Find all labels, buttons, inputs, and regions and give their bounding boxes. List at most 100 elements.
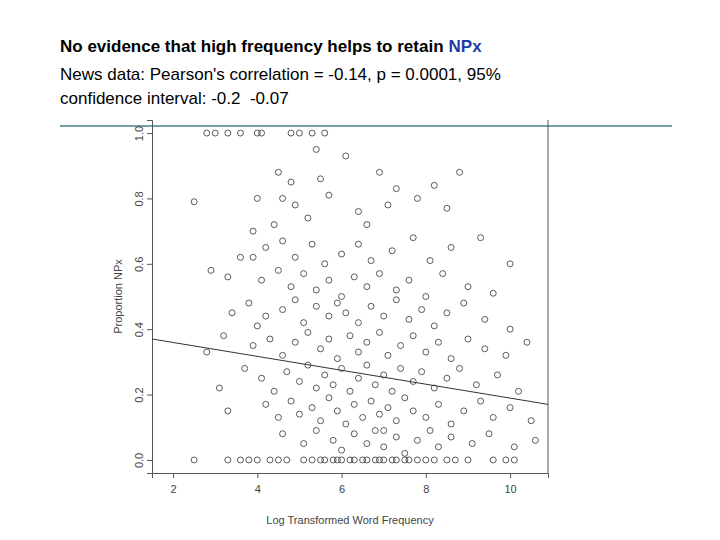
x-axis-title: Log Transformed Word Frequency xyxy=(266,514,434,526)
y-tick: 1.0 xyxy=(133,126,152,141)
point xyxy=(376,329,382,335)
point xyxy=(216,385,222,391)
point xyxy=(364,362,370,368)
point xyxy=(435,444,441,450)
point xyxy=(229,310,235,316)
point xyxy=(355,241,361,247)
y-tick-label: 0.8 xyxy=(133,191,145,206)
y-tick-label: 0.4 xyxy=(133,322,145,337)
point xyxy=(364,284,370,290)
point xyxy=(473,382,479,388)
point xyxy=(225,130,231,136)
point xyxy=(330,382,336,388)
point xyxy=(250,228,256,234)
y-tick-mark xyxy=(147,460,152,461)
point xyxy=(482,316,488,322)
point xyxy=(376,271,382,277)
point xyxy=(330,437,336,443)
point xyxy=(313,303,319,309)
x-tick: 8 xyxy=(423,473,429,495)
point xyxy=(368,398,374,404)
point xyxy=(280,195,286,201)
point xyxy=(263,244,269,250)
chart: No evidence that high frequency helps to… xyxy=(0,0,720,540)
y-axis-line xyxy=(147,121,153,474)
point xyxy=(225,457,231,463)
point xyxy=(309,241,315,247)
point xyxy=(292,254,298,260)
point xyxy=(448,356,454,362)
point xyxy=(225,408,231,414)
point xyxy=(280,307,286,313)
point xyxy=(322,130,328,136)
point xyxy=(347,388,353,394)
point xyxy=(334,408,340,414)
point xyxy=(355,349,361,355)
title-part: No evidence that high frequency helps to… xyxy=(60,37,444,56)
point xyxy=(284,369,290,375)
point xyxy=(263,401,269,407)
point xyxy=(208,267,214,273)
point xyxy=(414,457,420,463)
y-tick-mark xyxy=(147,264,152,265)
x-tick-mark xyxy=(342,473,343,478)
point xyxy=(254,457,260,463)
point xyxy=(259,277,265,283)
point xyxy=(444,205,450,211)
y-tick-mark xyxy=(147,329,152,330)
point xyxy=(507,326,513,332)
point xyxy=(318,418,324,424)
point xyxy=(246,457,252,463)
point xyxy=(225,274,231,280)
point xyxy=(288,398,294,404)
point xyxy=(389,388,395,394)
point xyxy=(524,339,530,345)
point xyxy=(490,290,496,296)
point xyxy=(393,297,399,303)
point xyxy=(275,169,281,175)
point xyxy=(318,176,324,182)
point xyxy=(406,277,412,283)
point xyxy=(457,365,463,371)
point xyxy=(423,294,429,300)
point xyxy=(339,251,345,257)
point xyxy=(288,284,294,290)
point xyxy=(254,195,260,201)
point xyxy=(301,320,307,326)
title: No evidence that high frequency helps to… xyxy=(60,37,482,56)
point xyxy=(490,457,496,463)
point xyxy=(326,313,332,319)
point xyxy=(212,130,218,136)
point xyxy=(465,457,471,463)
x-axis-line xyxy=(153,474,549,479)
x-tick-label: 2 xyxy=(171,483,177,495)
separator xyxy=(60,125,672,127)
point xyxy=(301,441,307,447)
point xyxy=(431,457,437,463)
y-tick-label: 1.0 xyxy=(133,126,145,141)
point xyxy=(423,349,429,355)
point xyxy=(322,372,328,378)
point xyxy=(385,405,391,411)
point xyxy=(364,441,370,447)
point xyxy=(204,130,210,136)
x-tick: 10 xyxy=(504,473,516,495)
point xyxy=(381,313,387,319)
point xyxy=(355,375,361,381)
point xyxy=(347,333,353,339)
point xyxy=(376,411,382,417)
point xyxy=(381,457,387,463)
y-tick: 0.2 xyxy=(133,387,152,402)
point xyxy=(490,414,496,420)
point xyxy=(465,284,471,290)
point xyxy=(393,287,399,293)
title-part: NPx xyxy=(449,37,483,56)
y-tick: 0.0 xyxy=(133,453,152,468)
point xyxy=(191,199,197,205)
point xyxy=(532,437,538,443)
point xyxy=(343,310,349,316)
point xyxy=(402,450,408,456)
point xyxy=(435,339,441,345)
point xyxy=(427,428,433,434)
point xyxy=(280,431,286,437)
